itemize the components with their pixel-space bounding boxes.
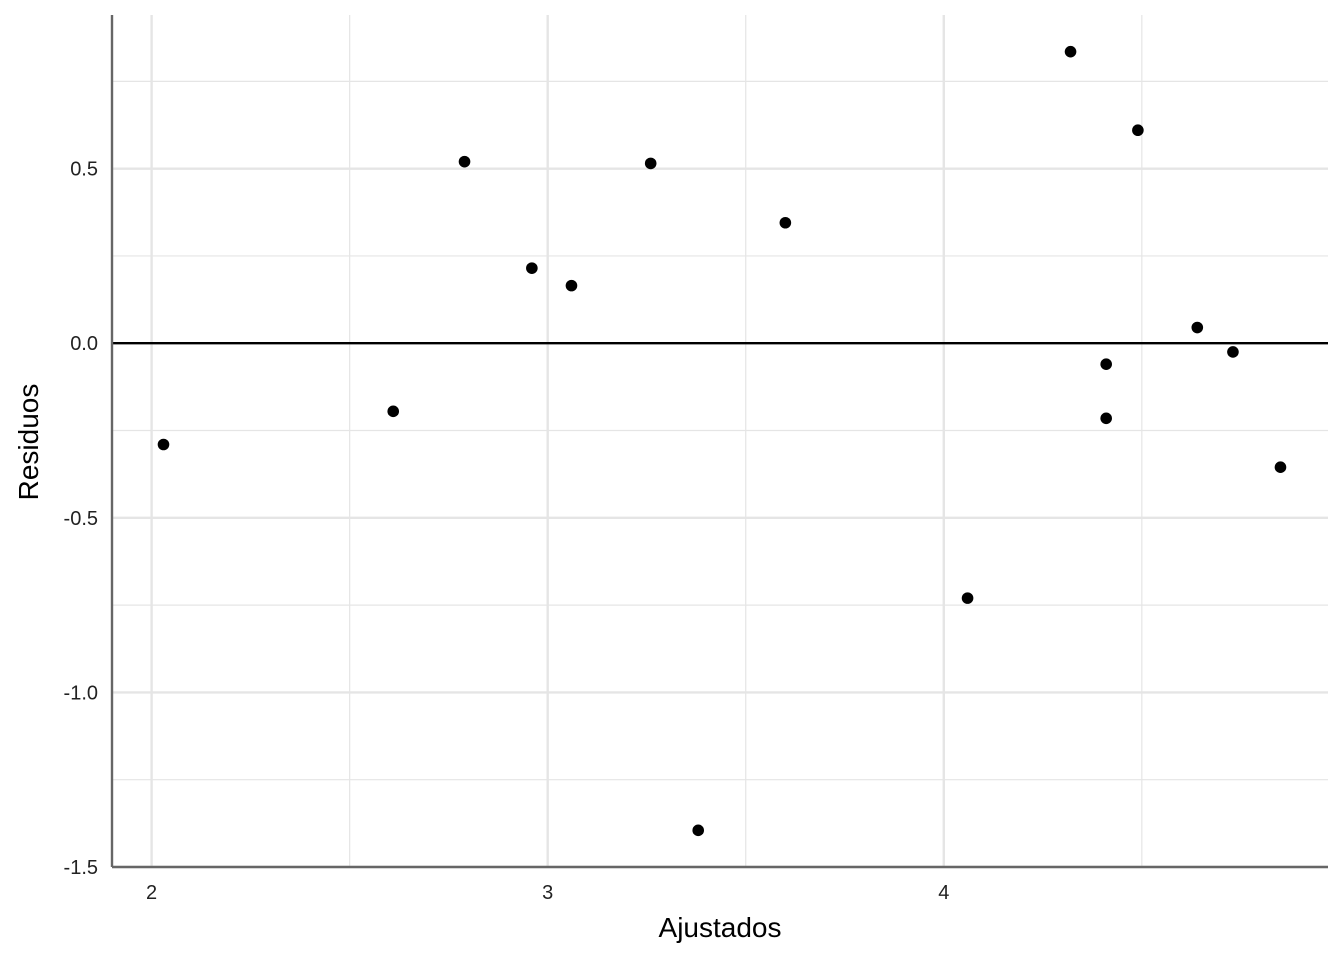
y-tick-label-3: 0.0 — [70, 333, 98, 355]
data-point-0 — [157, 438, 170, 451]
x-tick-label-2: 4 — [938, 882, 949, 904]
grid-major — [112, 15, 1328, 869]
x-tick-label-1: 3 — [542, 882, 553, 904]
data-point-13 — [1191, 321, 1204, 334]
data-point-4 — [565, 279, 578, 292]
data-point-14 — [1227, 346, 1239, 358]
data-point-1 — [387, 405, 400, 418]
data-point-9 — [1064, 45, 1077, 58]
data-point-8 — [961, 592, 974, 604]
data-point-11 — [1100, 412, 1112, 425]
data-point-6 — [692, 824, 705, 837]
data-point-2 — [458, 155, 471, 168]
y-tick-label-4: 0.5 — [70, 159, 98, 181]
data-point-12 — [1132, 124, 1144, 137]
y-tick-label-2: -0.5 — [64, 508, 98, 530]
data-point-5 — [644, 157, 657, 170]
axes — [110, 15, 1328, 869]
data-points — [157, 45, 1287, 837]
data-point-10 — [1100, 358, 1112, 370]
data-point-7 — [779, 216, 792, 229]
y-tick-labels: -1.5 -1.0 -0.5 0.0 0.5 — [64, 159, 98, 879]
data-point-15 — [1274, 461, 1287, 473]
grid-minor — [112, 15, 1328, 867]
y-axis-title: Residuos — [13, 384, 44, 501]
data-point-3 — [526, 262, 538, 274]
x-axis-title: Ajustados — [659, 912, 782, 943]
y-tick-label-0: -1.5 — [64, 857, 98, 879]
x-tick-labels: 2 3 4 — [146, 882, 949, 904]
y-tick-label-1: -1.0 — [64, 682, 98, 704]
x-tick-label-0: 2 — [146, 882, 157, 904]
